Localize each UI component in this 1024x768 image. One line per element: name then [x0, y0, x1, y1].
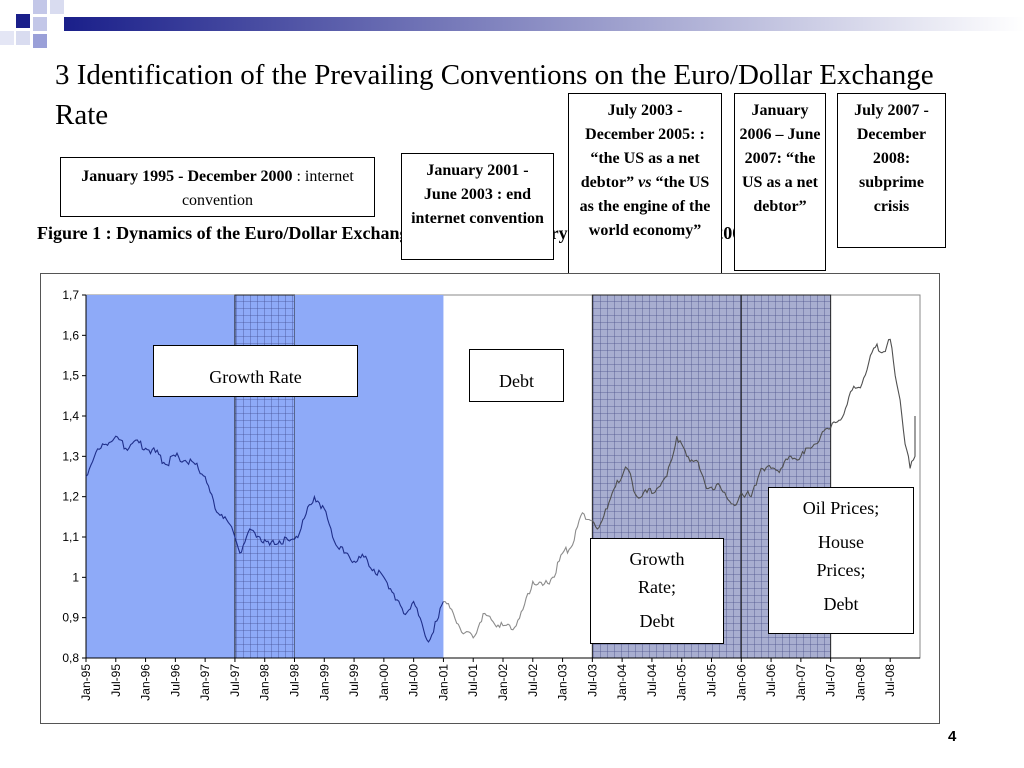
period-box-bold: January 2001 - June 2003 [423, 162, 529, 203]
x-tick-label: Jan-96 [139, 664, 153, 701]
y-tick-label: 0,9 [62, 611, 79, 625]
x-tick-label: Jul-98 [288, 664, 302, 697]
x-tick-label: Jul-99 [347, 664, 361, 697]
x-tick-label: Jan-97 [198, 664, 212, 701]
x-tick-label: Jan-04 [615, 664, 629, 701]
period-box-label: July 2007 - December 2008: subprime cris… [854, 102, 929, 215]
deco-square [0, 31, 14, 45]
y-tick-label: 0,8 [62, 651, 79, 665]
period-box-1995-2000: January 1995 - December 2000 : internet … [60, 157, 375, 217]
deco-square [50, 0, 64, 14]
annotation-text: Debt [499, 371, 534, 391]
x-tick-label: Jul-96 [168, 664, 182, 697]
period-box-vs: vs [638, 174, 652, 191]
x-tick-label: Jul-02 [526, 664, 540, 697]
x-tick-label: Jul-08 [883, 664, 897, 697]
period-box-rest: : end internet convention [411, 186, 544, 227]
x-tick-label: Jul-07 [824, 664, 838, 697]
annotation-line: Growth [629, 549, 685, 569]
annotation-debt: Debt [469, 349, 564, 402]
x-tick-label: Jan-99 [317, 664, 331, 701]
x-tick-label: Jan-05 [675, 664, 689, 701]
x-tick-label: Jan-02 [496, 664, 510, 701]
y-tick-label: 1 [72, 570, 79, 584]
y-tick-label: 1,6 [62, 328, 79, 342]
y-tick-label: 1,3 [62, 449, 79, 463]
y-tick-label: 1,2 [62, 490, 79, 504]
annotation-line: Debt [639, 611, 675, 631]
header-decoration [0, 0, 1024, 48]
annotation-text: Growth Rate [209, 367, 302, 387]
series-line [830, 338, 916, 469]
x-tick-label: Jul-05 [705, 664, 719, 697]
annotation-line: Debt [823, 594, 859, 614]
x-tick-label: Jan-95 [79, 664, 93, 701]
series-line [443, 511, 593, 639]
period-box-2007-2008: July 2007 - December 2008: subprime cris… [837, 93, 946, 248]
series-line [591, 436, 742, 530]
annotation-line: Prices; [816, 560, 866, 580]
period-box-text-b: “the US as the engine of the world econo… [579, 174, 711, 239]
x-tick-label: Jan-08 [853, 664, 867, 701]
deco-square [16, 31, 30, 45]
x-tick-label: Jan-06 [734, 664, 748, 701]
x-tick-label: Jan-01 [436, 664, 450, 701]
x-tick-label: Jul-06 [764, 664, 778, 697]
x-tick-label: Jan-03 [556, 664, 570, 701]
y-tick-label: 1,7 [62, 288, 79, 302]
x-tick-label: Jul-97 [228, 664, 242, 697]
slide-title: 3 Identification of the Prevailing Conve… [55, 59, 934, 131]
annotation-growth-rate: Growth Rate [153, 345, 358, 397]
annotation-line: Rate; [638, 577, 676, 597]
series-line [85, 435, 444, 643]
y-tick-label: 1,5 [62, 369, 79, 383]
period-box-2001-2003: January 2001 - June 2003 : end internet … [401, 153, 554, 260]
period-box-2006-2007: January 2006 – June 2007: “the US as a n… [734, 93, 826, 271]
period-box-text-a: July 2003 - December 2005: : “the US as … [580, 102, 705, 191]
annotation-oil-house-debt: Oil Prices; House Prices; Debt [768, 487, 914, 634]
x-tick-label: Jul-95 [109, 664, 123, 697]
deco-square [33, 0, 47, 14]
y-tick-label: 1,1 [62, 530, 79, 544]
header-gradient-bar [64, 17, 1024, 31]
annotation-line: House [818, 532, 864, 552]
period-box-label: January 2006 – June 2007: “the US as a n… [739, 102, 821, 215]
deco-square [33, 34, 47, 48]
x-tick-label: Jul-04 [645, 664, 659, 697]
deco-square [33, 17, 47, 31]
x-tick-label: Jul-00 [407, 664, 421, 697]
series-line [740, 427, 831, 499]
x-tick-label: Jan-07 [794, 664, 808, 701]
annotation-line: Oil Prices; [802, 498, 880, 518]
x-tick-label: Jan-98 [258, 664, 272, 701]
x-tick-label: Jul-01 [466, 664, 480, 697]
deco-square [16, 14, 30, 28]
period-box-rest: : internet convention [181, 168, 354, 209]
period-box-bold: January 1995 - December 2000 [81, 168, 293, 185]
x-tick-label: Jul-03 [585, 664, 599, 697]
y-tick-label: 1,4 [62, 409, 79, 423]
annotation-growth-rate-debt: Growth Rate; Debt [590, 538, 724, 644]
x-tick-label: Jan-00 [377, 664, 391, 701]
page-number: 4 [948, 728, 957, 745]
